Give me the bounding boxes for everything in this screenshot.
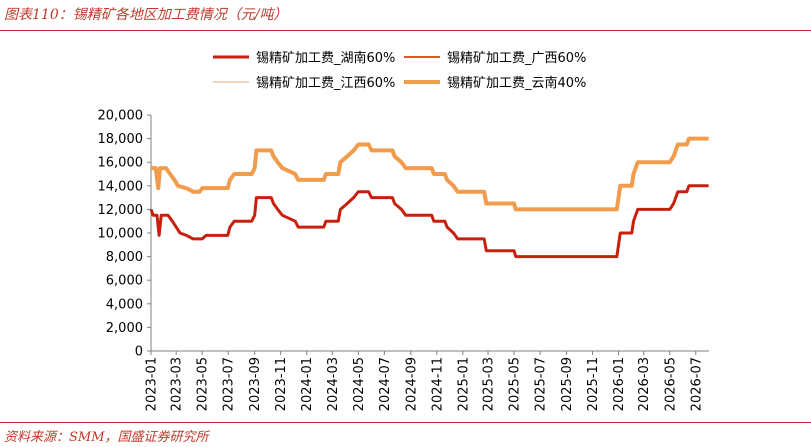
x-tick-label: 2023-11 (274, 357, 289, 411)
chart-area: 锡精矿加工费_湖南60% 锡精矿加工费_广西60% 锡精矿加工费_江西60% 锡精矿加… (98, 50, 709, 411)
x-tick-label: 2024-05 (352, 357, 367, 411)
y-tick-label: 8,000 (106, 250, 143, 265)
x-tick-label: 2025-01 (456, 357, 471, 411)
y-tick-label: 12,000 (98, 203, 144, 218)
legend-label-4: 锡精矿加工费_云南40% (447, 75, 586, 91)
x-tick-label: 2023-07 (222, 357, 237, 411)
y-tick-label: 20,000 (98, 109, 144, 124)
y-tick-label: 2,000 (106, 321, 143, 336)
x-tick-label: 2023-09 (248, 357, 263, 411)
x-tick-label: 2024-11 (430, 357, 445, 411)
y-axis: 0 2,000 4,000 6,000 8,000 10,000 12,000 14,000 1… (98, 109, 152, 360)
x-tick-label: 2024-01 (300, 357, 315, 411)
x-tick-label: 2023-03 (170, 357, 185, 411)
legend-label-2: 锡精矿加工费_广西60% (447, 51, 586, 66)
chart-title: 图表110：锡精矿各地区加工费情况（元/吨） (4, 7, 288, 23)
title-divider (0, 30, 811, 31)
legend: 锡精矿加工费_湖南60% 锡精矿加工费_广西60% 锡精矿加工费_江西60% 锡精矿加… (213, 50, 586, 91)
x-tick-label: 2025-11 (586, 357, 601, 411)
y-tick-label: 16,000 (98, 156, 144, 171)
x-tick-label: 2024-07 (378, 357, 393, 411)
x-tick-label: 2026-07 (689, 357, 704, 411)
series-line-1 (149, 184, 709, 259)
source-note: 资料来源：SMM，国盛证券研究所 (4, 430, 209, 445)
y-tick-label: 4,000 (106, 297, 143, 312)
x-tick-label: 2023-01 (145, 357, 160, 411)
x-tick-label: 2025-03 (482, 357, 497, 411)
footer-divider (0, 422, 811, 423)
x-tick-label: 2025-05 (508, 357, 523, 411)
legend-label-3: 锡精矿加工费_江西60% (256, 76, 395, 91)
x-tick-label: 2024-03 (326, 357, 341, 411)
x-tick-label: 2025-07 (534, 357, 549, 411)
y-tick-label: 6,000 (106, 274, 143, 289)
y-tick-label: 14,000 (98, 179, 144, 194)
series-lines (149, 136, 709, 259)
x-tick-label: 2026-01 (612, 357, 627, 411)
legend-label-1: 锡精矿加工费_湖南60% (256, 50, 395, 66)
x-tick-label: 2025-09 (560, 357, 575, 411)
x-tick-label: 2026-03 (637, 357, 652, 411)
y-tick-label: 0 (135, 345, 143, 360)
x-tick-label: 2026-05 (663, 357, 678, 411)
y-tick-label: 10,000 (98, 227, 144, 242)
x-axis: 2023-01 2023-03 2023-05 2023-07 2023-09 2023-… (145, 350, 709, 411)
x-tick-label: 2024-09 (404, 357, 419, 411)
series-line-4 (151, 136, 709, 212)
y-tick-label: 18,000 (98, 132, 144, 147)
x-tick-label: 2023-05 (196, 357, 211, 411)
